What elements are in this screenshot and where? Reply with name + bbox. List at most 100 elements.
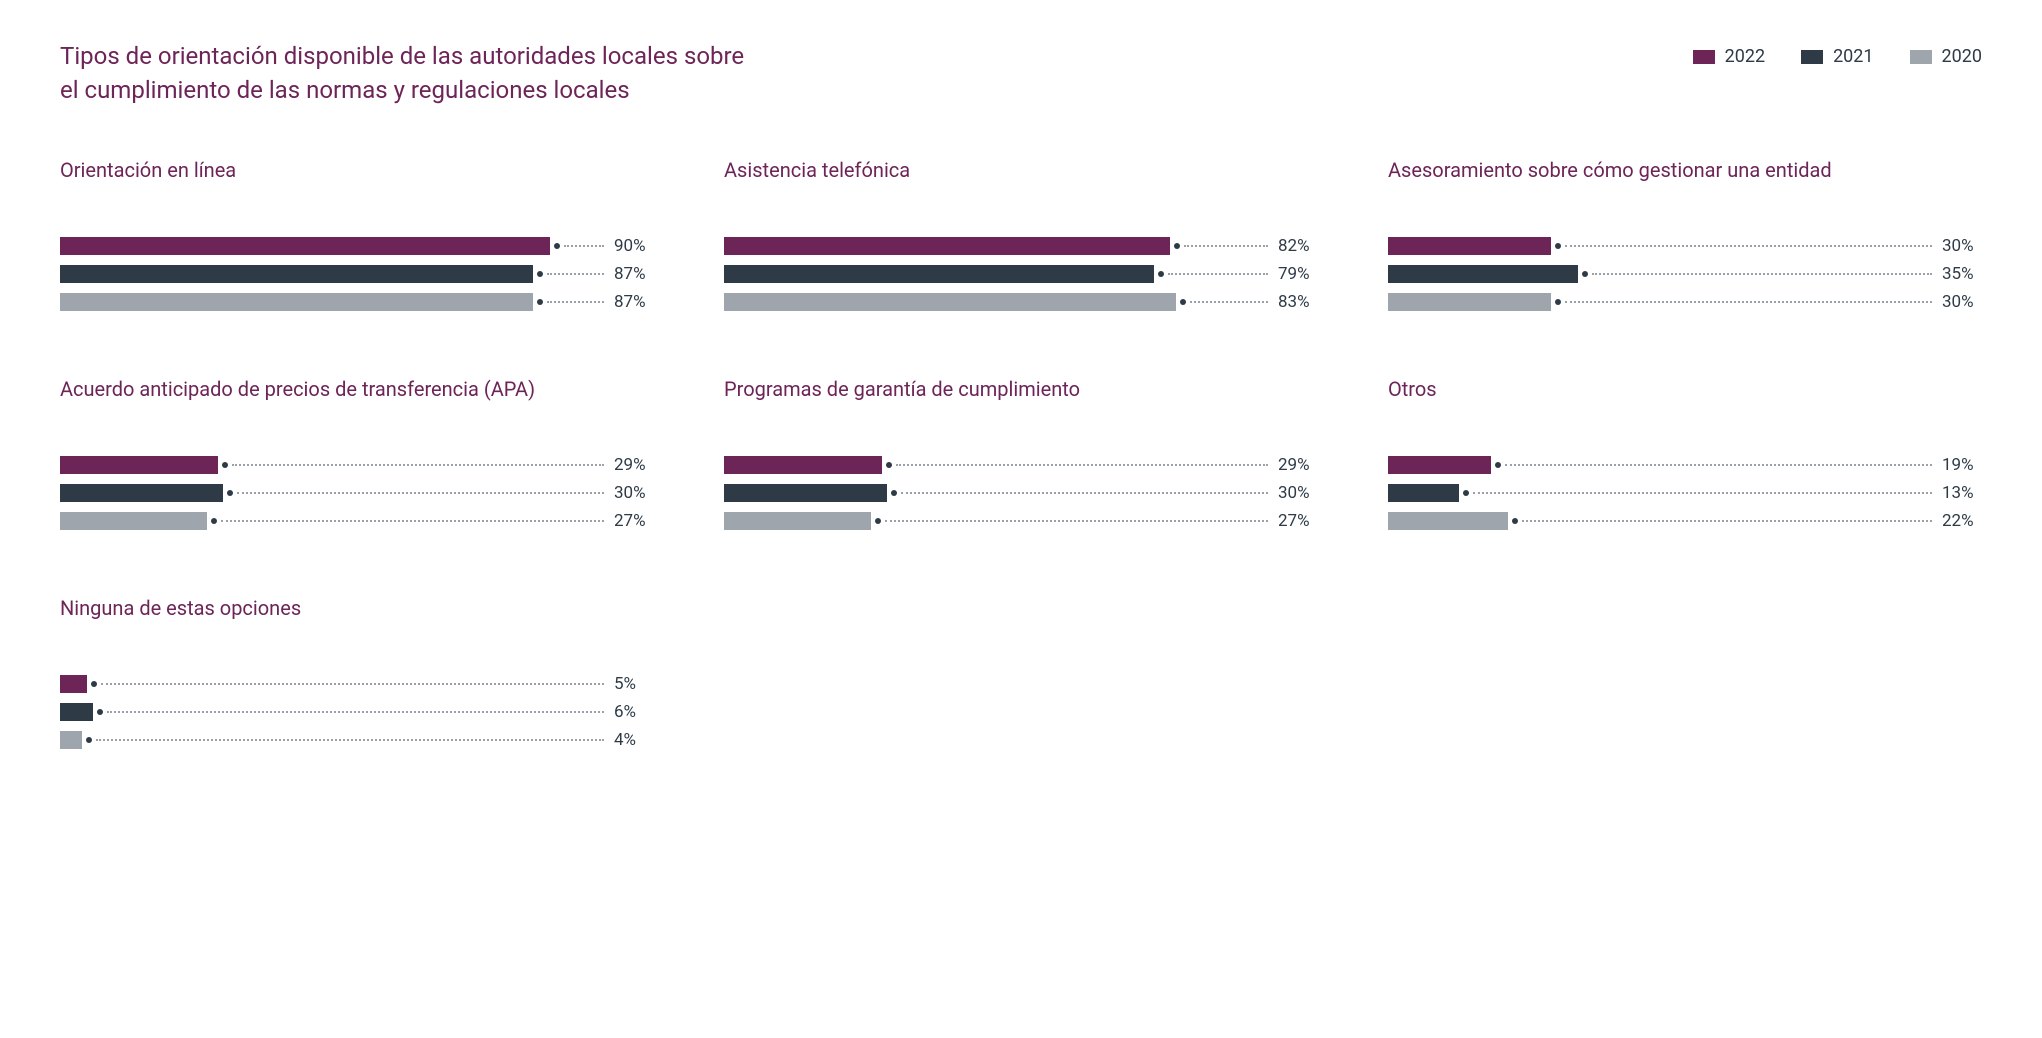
bar-row: 30% bbox=[60, 484, 654, 502]
leader-dot-icon bbox=[1555, 243, 1561, 249]
bar-track bbox=[60, 456, 604, 474]
leader-dot-icon bbox=[1174, 243, 1180, 249]
leader-line bbox=[221, 520, 604, 522]
panel-title: Otros bbox=[1388, 376, 1982, 430]
leader-dot-icon bbox=[1158, 271, 1164, 277]
bar-value: 13% bbox=[1932, 483, 1982, 503]
leader-line bbox=[1505, 464, 1932, 466]
bar-track bbox=[60, 512, 604, 530]
leader-line bbox=[1168, 273, 1268, 275]
leader-dot-icon bbox=[875, 518, 881, 524]
bar-value: 30% bbox=[1268, 483, 1318, 503]
bar-fill bbox=[60, 265, 533, 283]
panel: Orientación en línea 90% 87% 87% bbox=[60, 157, 654, 321]
bar-fill bbox=[60, 675, 87, 693]
bar-value: 29% bbox=[1268, 455, 1318, 475]
legend-swatch-2022 bbox=[1693, 50, 1715, 64]
bar-value: 19% bbox=[1932, 455, 1982, 475]
bar-row: 30% bbox=[1388, 237, 1982, 255]
leader-line bbox=[1184, 245, 1268, 247]
leader-dot-icon bbox=[891, 490, 897, 496]
panel-title: Orientación en línea bbox=[60, 157, 654, 211]
bar-fill bbox=[1388, 237, 1551, 255]
leader-line bbox=[107, 711, 604, 713]
leader-line bbox=[1565, 245, 1932, 247]
bar-track bbox=[1388, 456, 1932, 474]
bar-fill bbox=[60, 731, 82, 749]
bar-track bbox=[724, 237, 1268, 255]
bar-track bbox=[60, 293, 604, 311]
bar-fill bbox=[1388, 512, 1508, 530]
bar-value: 90% bbox=[604, 236, 654, 256]
bar-track bbox=[724, 265, 1268, 283]
legend-swatch-2020 bbox=[1910, 50, 1932, 64]
bar-value: 30% bbox=[1932, 236, 1982, 256]
leader-dot-icon bbox=[1180, 299, 1186, 305]
bar-fill bbox=[1388, 456, 1491, 474]
bar-track bbox=[60, 237, 604, 255]
bar-row: 30% bbox=[724, 484, 1318, 502]
leader-line bbox=[237, 492, 604, 494]
leader-line bbox=[101, 683, 604, 685]
leader-line bbox=[547, 273, 604, 275]
panel: Asesoramiento sobre cómo gestionar una e… bbox=[1388, 157, 1982, 321]
legend-item-2021: 2021 bbox=[1801, 46, 1873, 67]
leader-line bbox=[901, 492, 1268, 494]
leader-line bbox=[1592, 273, 1932, 275]
leader-dot-icon bbox=[1582, 271, 1588, 277]
bar-fill bbox=[1388, 293, 1551, 311]
bar-row: 79% bbox=[724, 265, 1318, 283]
bar-row: 6% bbox=[60, 703, 654, 721]
bar-value: 82% bbox=[1268, 236, 1318, 256]
legend-swatch-2021 bbox=[1801, 50, 1823, 64]
panel: Acuerdo anticipado de precios de transfe… bbox=[60, 376, 654, 540]
bar-value: 83% bbox=[1268, 292, 1318, 312]
leader-dot-icon bbox=[1555, 299, 1561, 305]
panel-title: Ninguna de estas opciones bbox=[60, 595, 654, 649]
bar-fill bbox=[60, 512, 207, 530]
bar-value: 6% bbox=[604, 702, 654, 722]
bar-track bbox=[1388, 293, 1932, 311]
bar-row: 27% bbox=[724, 512, 1318, 530]
bar-row: 87% bbox=[60, 293, 654, 311]
panel-title: Asistencia telefónica bbox=[724, 157, 1318, 211]
bar-value: 79% bbox=[1268, 264, 1318, 284]
panel: Ninguna de estas opciones 5% 6% 4% bbox=[60, 595, 654, 759]
bar-row: 83% bbox=[724, 293, 1318, 311]
leader-line bbox=[232, 464, 604, 466]
bar-row: 30% bbox=[1388, 293, 1982, 311]
leader-dot-icon bbox=[91, 681, 97, 687]
bar-row: 35% bbox=[1388, 265, 1982, 283]
leader-dot-icon bbox=[537, 299, 543, 305]
header-row: Tipos de orientación disponible de las a… bbox=[60, 40, 1982, 107]
leader-dot-icon bbox=[537, 271, 543, 277]
bar-track bbox=[724, 293, 1268, 311]
bar-value: 30% bbox=[1932, 292, 1982, 312]
bar-fill bbox=[1388, 484, 1459, 502]
leader-line bbox=[896, 464, 1268, 466]
bar-row: 22% bbox=[1388, 512, 1982, 530]
bar-track bbox=[60, 731, 604, 749]
bar-track bbox=[60, 675, 604, 693]
leader-line bbox=[1473, 492, 1932, 494]
legend-item-2020: 2020 bbox=[1910, 46, 1982, 67]
bar-value: 87% bbox=[604, 264, 654, 284]
panel-title: Programas de garantía de cumplimiento bbox=[724, 376, 1318, 430]
leader-line bbox=[547, 301, 604, 303]
leader-dot-icon bbox=[1463, 490, 1469, 496]
bar-row: 82% bbox=[724, 237, 1318, 255]
panel: Otros 19% 13% 22% bbox=[1388, 376, 1982, 540]
leader-dot-icon bbox=[86, 737, 92, 743]
panels-grid: Orientación en línea 90% 87% 87% Asistencia … bbox=[60, 157, 1982, 759]
bar-track bbox=[724, 456, 1268, 474]
bar-value: 29% bbox=[604, 455, 654, 475]
bar-fill bbox=[724, 293, 1176, 311]
leader-dot-icon bbox=[1495, 462, 1501, 468]
bar-row: 4% bbox=[60, 731, 654, 749]
bar-value: 4% bbox=[604, 730, 654, 750]
legend-item-2022: 2022 bbox=[1693, 46, 1765, 67]
bar-row: 13% bbox=[1388, 484, 1982, 502]
bar-value: 5% bbox=[604, 674, 654, 694]
bar-fill bbox=[724, 237, 1170, 255]
leader-line bbox=[96, 739, 604, 741]
